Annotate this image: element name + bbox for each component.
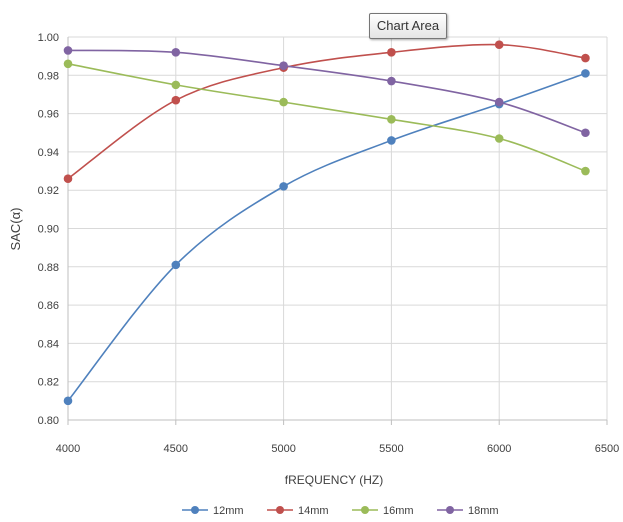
data-point-18mm[interactable] <box>279 61 288 71</box>
data-point-18mm[interactable] <box>581 128 590 138</box>
series-line-12mm[interactable] <box>67 72 586 402</box>
legend-label-12mm: 12mm <box>213 505 244 517</box>
x-tick-label: 6000 <box>487 443 511 455</box>
x-tick-label: 5000 <box>271 443 295 455</box>
y-tick-label: 0.80 <box>38 415 59 427</box>
legend: 12mm 14mm 16mm 18mm <box>182 505 499 517</box>
legend-label-18mm: 18mm <box>468 505 499 517</box>
y-tick-label: 0.98 <box>38 70 59 82</box>
series-line-14mm[interactable] <box>67 43 586 180</box>
x-axis-label: fREQUENCY (HZ) <box>285 473 383 487</box>
data-point-12mm[interactable] <box>387 136 396 145</box>
data-point-12mm[interactable] <box>279 182 288 191</box>
data-point-18mm[interactable] <box>494 97 504 107</box>
series-line-16mm[interactable] <box>67 63 586 172</box>
series-points <box>63 40 590 406</box>
y-axis-label: SAC(α) <box>8 208 23 251</box>
data-point-14mm[interactable] <box>63 174 73 184</box>
y-tick-label: 0.92 <box>38 185 59 197</box>
y-tick-label: 0.90 <box>38 224 59 236</box>
x-tick-label: 6500 <box>595 443 619 455</box>
data-point-18mm[interactable] <box>63 46 73 55</box>
legend-marker-12mm <box>191 506 199 514</box>
data-point-12mm[interactable] <box>581 69 590 78</box>
y-tick-label: 0.96 <box>38 109 59 121</box>
data-point-14mm[interactable] <box>387 48 396 57</box>
x-tick-label: 5500 <box>379 443 403 455</box>
data-point-16mm[interactable] <box>494 134 504 143</box>
data-point-14mm[interactable] <box>581 53 590 63</box>
data-point-18mm[interactable] <box>171 48 181 57</box>
series-lines <box>67 43 586 402</box>
x-tick-label: 4000 <box>56 443 80 455</box>
legend-marker-18mm <box>446 506 454 514</box>
y-tick-label: 0.84 <box>38 338 59 350</box>
legend-label-14mm: 14mm <box>298 505 329 517</box>
y-tick-label: 0.86 <box>38 300 59 312</box>
data-point-12mm[interactable] <box>171 260 181 270</box>
axes <box>67 37 608 425</box>
x-tick-label: 4500 <box>164 443 188 455</box>
data-point-16mm[interactable] <box>581 166 590 176</box>
y-tick-label: 1.00 <box>38 32 59 44</box>
data-point-16mm[interactable] <box>279 97 288 107</box>
data-point-14mm[interactable] <box>494 40 504 49</box>
chart-area-tooltip: Chart Area <box>369 13 447 39</box>
legend-marker-16mm <box>361 506 369 514</box>
y-tick-label: 0.82 <box>38 377 59 389</box>
tick-labels: 0.80 0.82 0.84 0.86 0.88 0.90 0.92 0.94 0.96 0.98… <box>38 32 620 455</box>
data-point-18mm[interactable] <box>387 76 396 86</box>
y-tick-label: 0.88 <box>38 262 59 274</box>
legend-label-16mm: 16mm <box>383 505 414 517</box>
y-tick-label: 0.94 <box>38 147 59 159</box>
data-point-16mm[interactable] <box>63 59 73 69</box>
data-point-16mm[interactable] <box>387 115 396 124</box>
legend-marker-14mm <box>276 506 284 514</box>
data-point-16mm[interactable] <box>171 80 181 90</box>
data-point-14mm[interactable] <box>171 95 181 105</box>
data-point-12mm[interactable] <box>63 396 73 406</box>
series-line-18mm[interactable] <box>67 49 586 134</box>
